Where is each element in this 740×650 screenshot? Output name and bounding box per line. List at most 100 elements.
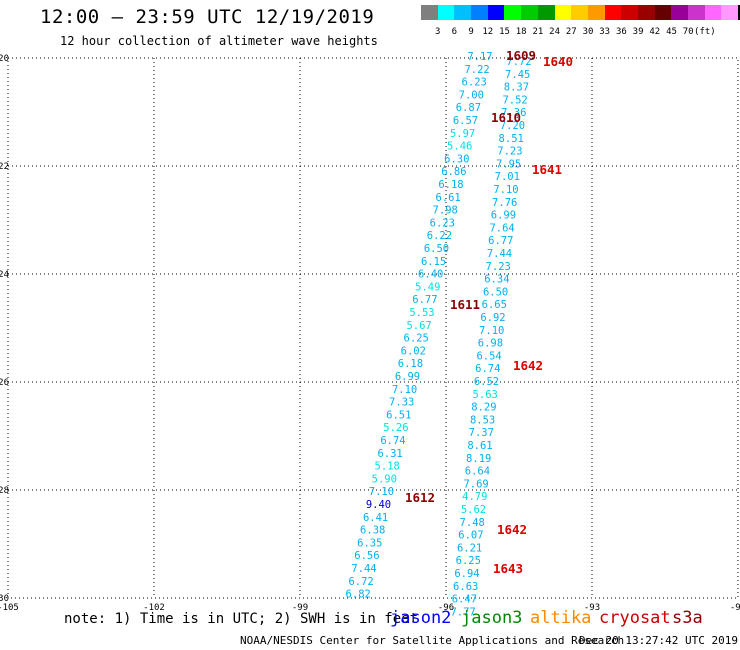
color-swatch (421, 5, 438, 20)
wave-height-label: 6.22 (427, 230, 452, 242)
color-scale-label: 24 (549, 27, 561, 37)
pass-number-label: 1640 (543, 54, 573, 69)
wave-height-label: 6.15 (421, 256, 446, 268)
wave-height-label: 7.48 (460, 517, 485, 529)
color-swatch (671, 5, 688, 20)
wave-height-label: 7.37 (469, 427, 494, 439)
color-scale-label: 39 (632, 27, 644, 37)
wave-height-label: 6.38 (360, 525, 385, 537)
wave-height-label: 6.34 (484, 274, 509, 286)
x-tick-label: -93 (584, 603, 600, 613)
wave-height-label: 7.98 (433, 205, 458, 217)
color-swatch (721, 5, 739, 20)
wave-height-label: 4.79 (462, 491, 487, 503)
y-tick-label: -24 (0, 270, 9, 280)
color-swatch (437, 5, 455, 20)
color-swatch (587, 5, 605, 20)
wave-height-label: 6.99 (395, 371, 420, 383)
wave-height-label: 7.77 (450, 606, 475, 618)
wave-height-label: 5.49 (415, 281, 440, 293)
color-scale-label: 30 (582, 27, 594, 37)
wave-height-label: 6.82 (346, 589, 371, 601)
wave-height-label: 8.19 (466, 453, 491, 465)
color-swatch (637, 5, 655, 20)
pass-number-label: 1612 (405, 490, 435, 505)
wave-height-label: 7.10 (479, 325, 504, 337)
wave-height-label: 6.41 (363, 512, 388, 524)
wave-height-label: 6.77 (488, 235, 513, 247)
color-scale-label: 9 (468, 27, 474, 37)
plot-frame (7, 57, 739, 599)
wave-height-label: 7.95 (496, 158, 521, 170)
wave-height-label: 6.25 (404, 333, 429, 345)
color-scale-label: 18 (515, 27, 527, 37)
wave-height-label: 6.23 (430, 217, 455, 229)
wave-height-label: 6.72 (348, 576, 373, 588)
credit-line: NOAA/NESDIS Center for Satellite Applica… (240, 634, 625, 647)
wave-height-label: 6.07 (458, 530, 483, 542)
pass-number-label: 1611 (450, 297, 480, 312)
wave-height-label: 5.18 (375, 461, 400, 473)
wave-height-label: 5.63 (473, 389, 498, 401)
wave-height-label: 6.50 (424, 243, 449, 255)
wave-height-label: 6.98 (478, 338, 503, 350)
wave-height-label: 6.86 (441, 166, 466, 178)
wave-height-label: 5.67 (406, 320, 431, 332)
wave-height-label: 6.47 (452, 594, 477, 606)
wave-height-label: 8.61 (467, 440, 492, 452)
y-tick-label: -28 (0, 486, 9, 496)
wave-height-label: 6.52 (474, 376, 499, 388)
wave-height-label: 6.57 (453, 115, 478, 127)
wave-height-label: 6.35 (357, 537, 382, 549)
x-tick-label: -99 (292, 603, 308, 613)
color-scale-label: 3 (434, 27, 441, 37)
wave-height-label: 7.52 (502, 94, 527, 106)
wave-height-label: 7.01 (495, 171, 520, 183)
wave-height-label: 6.74 (380, 435, 405, 447)
wave-height-label: 5.97 (450, 128, 475, 140)
wave-height-label: 5.53 (409, 307, 434, 319)
wave-height-label: 7.17 (467, 51, 492, 63)
wave-height-label: 6.94 (454, 568, 479, 580)
wave-height-label: 6.30 (444, 153, 469, 165)
wave-height-label: 6.02 (401, 345, 426, 357)
y-tick-label: -26 (0, 378, 9, 388)
wave-height-label: 7.23 (486, 261, 511, 273)
color-swatch (621, 5, 638, 20)
color-scale-label: 21 (532, 27, 544, 37)
y-tick-label: -30 (0, 594, 9, 604)
wave-height-label: 7.23 (497, 146, 522, 158)
color-swatch (654, 5, 672, 20)
color-scale-label: (ft) (694, 27, 716, 37)
satellite-label-jason2: jason2 (390, 608, 452, 628)
wave-height-label: 6.65 (482, 299, 507, 311)
x-tick-label: -96 (438, 603, 454, 613)
color-scale-label: 33 (599, 27, 611, 37)
color-scale-label: 15 (499, 27, 510, 37)
wave-height-label: 6.23 (462, 77, 487, 89)
wave-height-label: 7.45 (505, 69, 530, 81)
color-swatch (554, 5, 572, 20)
wave-height-label: 8.37 (504, 82, 529, 94)
wave-height-label: 6.56 (354, 550, 379, 562)
color-swatch (487, 5, 505, 20)
wave-height-label: 7.44 (351, 563, 376, 575)
satellite-label-altika: altika (530, 608, 592, 628)
color-scale-label: 12 (482, 27, 494, 37)
wave-height-label: 6.54 (476, 350, 501, 362)
pass-number-label: 1609 (506, 48, 536, 63)
wave-height-label: 7.10 (392, 384, 417, 396)
wave-height-label: 6.18 (438, 179, 463, 191)
color-swatch (738, 5, 740, 20)
color-scale-label: 42 (649, 27, 661, 37)
wave-height-label: 6.61 (435, 192, 460, 204)
wave-height-label: 5.46 (447, 141, 472, 153)
wave-height-label: 8.29 (471, 402, 496, 414)
wave-height-label: 5.62 (461, 504, 486, 516)
x-tick-label: -105 (0, 603, 19, 613)
wave-height-label: 7.10 (493, 184, 518, 196)
wave-height-label: 6.51 (386, 409, 411, 421)
wave-height-label: 7.33 (389, 397, 414, 409)
color-scale-label: 70 (682, 27, 694, 37)
